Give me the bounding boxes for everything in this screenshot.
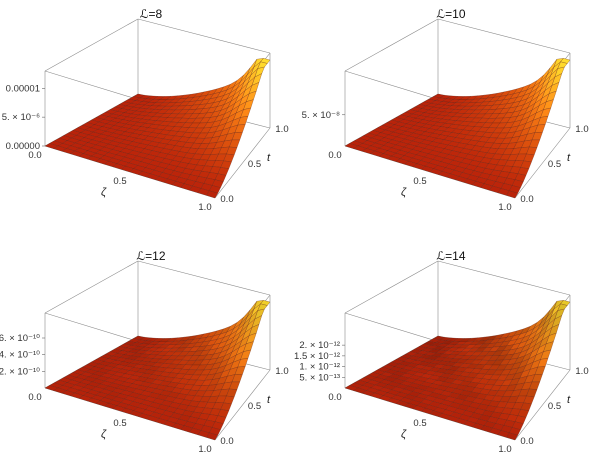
zeta-tick-label: 0.5 <box>413 176 426 187</box>
zeta-tick-label: 0.5 <box>113 176 126 187</box>
zeta-axis-label: ζ <box>401 428 407 440</box>
z-tick-label: 2. × 10⁻¹² <box>299 340 340 351</box>
t-tick-label: 0.5 <box>248 159 261 170</box>
z-tick-label: 5. × 10⁻¹³ <box>299 372 340 383</box>
panel-title: ℒ=14 <box>437 249 466 263</box>
surface-cell <box>206 190 219 199</box>
box-edge-front <box>214 369 271 441</box>
t-axis-label: t <box>567 152 571 164</box>
t-tick-label: 1.0 <box>575 124 588 135</box>
t-tick-label: 0.0 <box>520 436 533 447</box>
zeta-tick-label: 0.5 <box>413 418 426 429</box>
panel-title: ℒ=12 <box>137 249 166 263</box>
z-tick-label: 0.00001 <box>6 83 40 94</box>
z-tick-label: 1.5 × 10⁻¹² <box>294 351 340 362</box>
zeta-tick-label: 0.5 <box>113 418 126 429</box>
t-tick-label: 1.0 <box>275 124 288 135</box>
t-tick-label: 0.0 <box>520 194 533 205</box>
zeta-axis-label: ζ <box>401 186 407 198</box>
z-tick-label: 5. × 10⁻⁸ <box>302 110 340 121</box>
surface-mesh <box>44 300 271 441</box>
zeta-axis-label: ζ <box>101 428 107 440</box>
zeta-tick-label: 0.0 <box>28 392 41 403</box>
z-tick-label: 5. × 10⁻⁶ <box>2 112 40 123</box>
box-edge <box>344 18 439 72</box>
t-axis-label: t <box>267 152 271 164</box>
box-edge <box>344 260 439 314</box>
surface-panel-1: ℒ=8 0.0 0.5 1.0 ζ 0.0 0.5 1.0 t 0.00000 5. × 10⁻⁶ 0… <box>2 7 289 213</box>
zeta-tick-label: 1.0 <box>198 444 211 455</box>
z-tick-label: 6. × 10⁻¹⁰ <box>0 333 40 344</box>
surface-cell <box>206 432 219 441</box>
z-tick-label: 4. × 10⁻¹⁰ <box>0 350 40 361</box>
t-axis-label: t <box>567 394 571 406</box>
t-tick-label: 1.0 <box>575 366 588 377</box>
surface-mesh <box>344 300 571 441</box>
t-tick-label: 0.0 <box>220 436 233 447</box>
zeta-tick-label: 0.0 <box>328 392 341 403</box>
surface-mesh <box>44 58 271 199</box>
box-edge <box>44 260 139 314</box>
t-tick-label: 0.5 <box>548 159 561 170</box>
zeta-tick-label: 1.0 <box>498 444 511 455</box>
box-edge <box>137 260 271 296</box>
zeta-tick-label: 0.0 <box>28 150 41 161</box>
surface-panel-3: ℒ=12 0.0 0.5 1.0 ζ 0.0 0.5 1.0 t 2. × 10⁻¹⁰ 4. × 1… <box>0 249 289 455</box>
zeta-tick-label: 1.0 <box>198 202 211 213</box>
surface-cell <box>506 432 519 441</box>
surface-cell <box>506 190 519 199</box>
t-tick-label: 0.0 <box>220 194 233 205</box>
t-tick-label: 0.5 <box>548 401 561 412</box>
box-edge <box>137 18 271 54</box>
t-tick-label: 0.5 <box>248 401 261 412</box>
z-tick-label: 1. × 10⁻¹² <box>299 362 340 373</box>
surface-panel-2: ℒ=10 0.0 0.5 1.0 ζ 0.0 0.5 1.0 t 5. × 10⁻⁸ <box>302 7 589 213</box>
box-edge <box>437 18 571 54</box>
zeta-axis-label: ζ <box>101 186 107 198</box>
box-edge-front <box>514 127 571 199</box>
zeta-tick-label: 1.0 <box>498 202 511 213</box>
zeta-tick-label: 0.0 <box>328 150 341 161</box>
box-edge-front <box>514 369 571 441</box>
t-axis-label: t <box>267 394 271 406</box>
box-edge-front <box>214 127 271 199</box>
box-edge <box>437 260 571 296</box>
z-tick-label: 0.00000 <box>6 141 40 152</box>
box-edge <box>44 18 139 72</box>
surface-panel-4: ℒ=14 0.0 0.5 1.0 ζ 0.0 0.5 1.0 t 5. × 10⁻¹³1. × 1… <box>294 249 589 455</box>
panel-title: ℒ=8 <box>140 7 163 21</box>
t-tick-label: 1.0 <box>275 366 288 377</box>
surface-mesh <box>344 58 571 199</box>
panel-title: ℒ=10 <box>437 7 466 21</box>
z-tick-label: 2. × 10⁻¹⁰ <box>0 366 40 377</box>
